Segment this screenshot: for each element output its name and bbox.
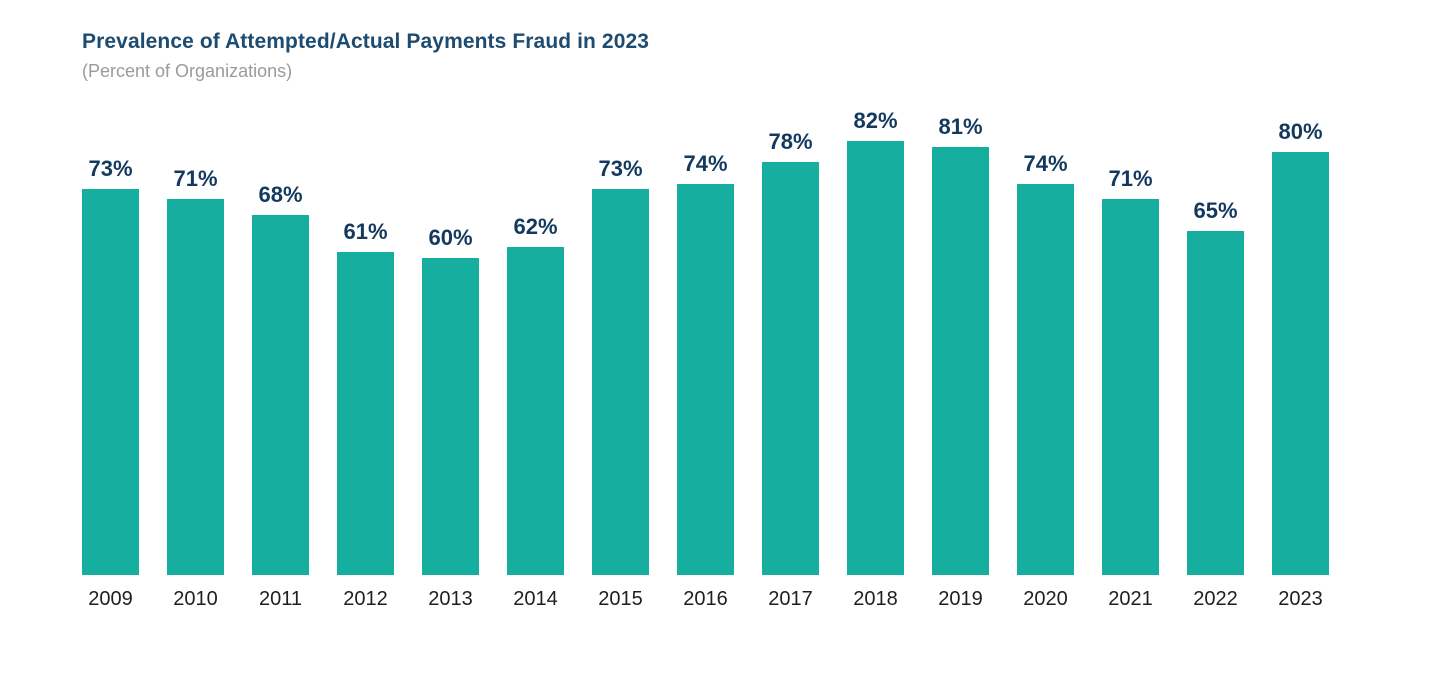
bar bbox=[252, 215, 309, 575]
x-axis-label: 2022 bbox=[1193, 588, 1238, 610]
bar-group-2014: 62% bbox=[507, 100, 564, 575]
bar-value-label: 71% bbox=[1108, 166, 1153, 191]
bar-group-2022: 65% bbox=[1187, 100, 1244, 575]
x-axis-label: 2019 bbox=[938, 588, 983, 610]
bar bbox=[82, 189, 139, 575]
bar bbox=[762, 162, 819, 575]
bar bbox=[932, 147, 989, 575]
bar bbox=[677, 184, 734, 575]
x-axis-label: 2018 bbox=[853, 588, 898, 610]
bar bbox=[1017, 184, 1074, 575]
bar-value-label: 61% bbox=[343, 219, 388, 244]
bar-value-label: 74% bbox=[683, 151, 728, 176]
bar bbox=[1272, 152, 1329, 575]
x-axis-label: 2012 bbox=[343, 588, 388, 610]
bar-value-label: 80% bbox=[1278, 119, 1323, 144]
bar-group-2017: 78% bbox=[762, 100, 819, 575]
x-axis-label: 2021 bbox=[1108, 588, 1153, 610]
bar-value-label: 81% bbox=[938, 114, 983, 139]
bar-group-2011: 68% bbox=[252, 100, 309, 575]
bar-value-label: 82% bbox=[853, 108, 898, 133]
bar bbox=[337, 252, 394, 575]
bar-value-label: 60% bbox=[428, 225, 473, 250]
x-axis-label: 2015 bbox=[598, 588, 643, 610]
bar-group-2015: 73% bbox=[592, 100, 649, 575]
bar bbox=[847, 141, 904, 575]
x-axis-label: 2017 bbox=[768, 588, 813, 610]
bar-group-2010: 71% bbox=[167, 100, 224, 575]
chart-title: Prevalence of Attempted/Actual Payments … bbox=[82, 30, 650, 53]
x-axis-label: 2014 bbox=[513, 588, 558, 610]
x-axis-label: 2013 bbox=[428, 588, 473, 610]
bar-value-label: 68% bbox=[258, 182, 303, 207]
bar-group-2018: 82% bbox=[847, 100, 904, 575]
bar bbox=[1102, 199, 1159, 575]
bar-group-2009: 73% bbox=[82, 100, 139, 575]
bar-value-label: 78% bbox=[768, 129, 813, 154]
x-axis-label: 2016 bbox=[683, 588, 728, 610]
bar-value-label: 62% bbox=[513, 214, 558, 239]
bar-value-label: 71% bbox=[173, 166, 218, 191]
x-axis-label: 2011 bbox=[258, 588, 302, 610]
bar-group-2016: 74% bbox=[677, 100, 734, 575]
bar-value-label: 73% bbox=[598, 156, 643, 181]
x-axis-label: 2010 bbox=[173, 588, 218, 610]
bar-group-2020: 74% bbox=[1017, 100, 1074, 575]
bar bbox=[1187, 231, 1244, 575]
bar-group-2012: 61% bbox=[337, 100, 394, 575]
bar-group-2013: 60% bbox=[422, 100, 479, 575]
x-axis-label: 2009 bbox=[88, 588, 133, 610]
bar-group-2023: 80% bbox=[1272, 100, 1329, 575]
bar bbox=[422, 258, 479, 575]
x-axis-label: 2023 bbox=[1278, 588, 1323, 610]
x-axis: 2009 2010 2011 2012 2013 2014 2015 2016 2017 2018… bbox=[82, 588, 1329, 611]
x-axis-label: 2020 bbox=[1023, 588, 1068, 610]
chart-subtitle: (Percent of Organizations) bbox=[82, 61, 293, 81]
bar-group-2019: 81% bbox=[932, 100, 989, 575]
bar bbox=[507, 247, 564, 575]
bar-value-label: 65% bbox=[1193, 198, 1238, 223]
bar-value-label: 74% bbox=[1023, 151, 1068, 176]
bar-group-2021: 71% bbox=[1102, 100, 1159, 575]
bar-value-label: 73% bbox=[88, 156, 133, 181]
bar-chart-plot-area: 73% 71% 68% 61% 60% 62% 73% 74% 78% 82% 81% 74% 71% 6… bbox=[82, 100, 1329, 575]
bar bbox=[167, 199, 224, 575]
bar bbox=[592, 189, 649, 575]
